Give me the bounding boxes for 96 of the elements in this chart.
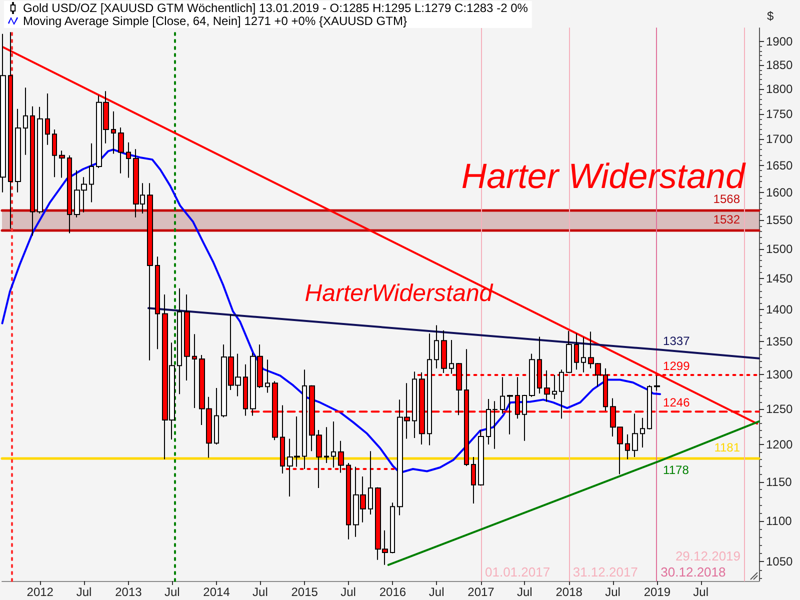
legend-label: Moving Average Simple [Close, 64, Nein] 1271 +0 +0% {XAUUSD GTM} [23, 14, 407, 28]
candlestick [59, 150, 65, 178]
candlestick [632, 413, 638, 458]
x-tick-label: Jul [252, 585, 268, 599]
candlestick [89, 142, 94, 203]
ref-line-label: 31.12.2017 [572, 564, 638, 580]
candlestick [441, 330, 447, 374]
candlestick [67, 154, 72, 234]
candlestick [522, 394, 527, 442]
candlestick [412, 371, 417, 438]
x-tick-label: Jul [164, 585, 180, 599]
candlestick [243, 364, 248, 416]
candlestick [192, 334, 197, 409]
x-tick-label: 2015 [291, 585, 318, 599]
data-label: 1299 [663, 359, 690, 374]
candlestick [23, 87, 28, 156]
candlestick [155, 256, 160, 350]
candlestick [177, 288, 182, 395]
candlestick [118, 126, 124, 174]
data-label: 1178 [663, 462, 690, 477]
y-tick-label: 1200 [766, 438, 794, 452]
candlestick [507, 394, 513, 435]
candlestick [37, 106, 43, 214]
candlestick [581, 336, 586, 373]
y-tick-label: 1700 [766, 132, 794, 146]
ref-line-label: 01.01.2017 [485, 564, 550, 580]
x-tick-label: 2017 [468, 585, 495, 599]
x-tick-label: 2016 [379, 585, 406, 599]
candlestick [126, 142, 131, 178]
candlestick [324, 426, 329, 464]
candlestick [434, 324, 439, 369]
candlestick [302, 369, 307, 470]
candlestick [0, 33, 6, 193]
x-tick-label: 2019 [644, 585, 671, 599]
candlestick [184, 294, 190, 381]
x-tick-label: Jul [76, 585, 92, 599]
x-tick-label: Jul [340, 585, 356, 599]
ref-line-label: 29.12.2019 [675, 548, 741, 564]
candlestick [574, 333, 579, 370]
x-tick-label: Jul [605, 585, 620, 599]
data-label: 1337 [663, 334, 690, 348]
x-tick-label: Jul [517, 585, 532, 599]
y-tick-label: 1750 [766, 106, 794, 121]
candlestick [331, 420, 336, 468]
y-tick-label: 1800 [766, 82, 794, 96]
ref-line-label: 1568 [713, 192, 740, 206]
y-tick-label: 1650 [766, 158, 794, 172]
candlestick [552, 374, 557, 400]
x-tick-label: 2014 [203, 585, 230, 599]
ref-line-label: 30.12.2018 [660, 564, 726, 580]
candlestick [265, 359, 270, 394]
candlestick [427, 333, 432, 446]
y-tick-label: 1900 [766, 34, 794, 49]
y-tick-label: 1150 [766, 474, 792, 489]
candlestick [559, 369, 564, 420]
ref-line-label: 1532 [713, 212, 740, 226]
candlestick [471, 456, 476, 504]
x-tick-label: 2012 [26, 585, 54, 599]
candlestick [654, 375, 660, 392]
candlestick [45, 93, 50, 146]
y-tick-label: 1450 [766, 272, 794, 286]
candlestick [566, 330, 572, 374]
y-tick-label: 1350 [766, 334, 794, 348]
candlestick [478, 430, 484, 486]
candlestick [368, 450, 373, 515]
legend-label: Gold USD/OZ [XAUUSD GTM Wöchentlich] 13.01.2019 - O:1285 H:1295 L:1279 C:1283 -2 0% [23, 1, 528, 15]
y-tick-label: 1600 [766, 185, 794, 200]
candlestick [111, 110, 116, 154]
candlestick [625, 434, 630, 460]
y-tick-label: 1500 [766, 242, 794, 256]
x-tick-label: 2018 [556, 585, 583, 599]
candlestick [147, 182, 153, 361]
y-tick-label: 1400 [766, 302, 794, 316]
y-tick-label: 1550 [766, 213, 794, 228]
ref-line-label: 1181 [714, 440, 740, 455]
y-tick-label: 1250 [766, 402, 794, 416]
y-tick-label: 1850 [766, 58, 794, 72]
x-tick-label: Jul [428, 585, 444, 599]
annotation: HarterWiderstand [304, 280, 494, 307]
candlestick [390, 502, 395, 554]
y-tick-label: 1300 [766, 367, 794, 382]
x-tick-label: Jul [693, 585, 709, 599]
data-label: 1246 [663, 396, 690, 410]
x-tick-label: 2013 [115, 585, 142, 599]
y-tick-label: 1050 [766, 554, 794, 569]
candlestick [214, 387, 219, 446]
candlestick [30, 106, 35, 236]
candlestick [529, 353, 535, 398]
candlestick [15, 108, 21, 193]
candlestick [449, 339, 454, 374]
y-tick-label: 1100 [766, 514, 792, 528]
candlestick [500, 376, 505, 414]
candlestick [640, 417, 645, 448]
candlestick [647, 384, 652, 430]
candlestick [52, 128, 57, 178]
y-axis-title: $ [767, 9, 774, 23]
